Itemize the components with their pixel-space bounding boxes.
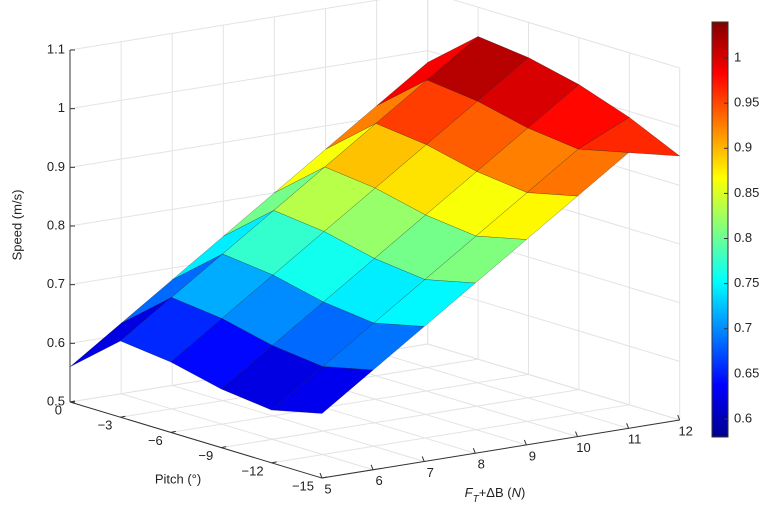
colorbar: [711, 21, 729, 438]
x-tick-label: 10: [576, 440, 590, 455]
tick-mark: [677, 414, 681, 421]
z-tick-label: 0.6: [47, 335, 65, 350]
y-tick-label: −12: [242, 463, 264, 478]
x-label-part: ): [521, 485, 525, 500]
x-label-part: +ΔB (: [479, 485, 513, 500]
colorbar-tick-label: 0.6: [734, 410, 752, 425]
colorbar-ticks: 0.6 0.65 0.7 0.75 0.8 0.85 0.9 0.95 1: [724, 50, 759, 425]
grid-line: [69, 50, 428, 110]
y-tick-label: −6: [148, 433, 163, 448]
axis-line: [69, 401, 323, 479]
colorbar-tick-label: 0.85: [734, 185, 759, 200]
tick-mark: [120, 415, 126, 418]
colorbar-tick-label: 0.65: [734, 365, 759, 380]
tick-mark: [319, 472, 323, 479]
y-tick-label: −15: [292, 478, 314, 493]
z-tick-label: 0.5: [47, 393, 65, 408]
grid-line: [376, 351, 629, 429]
tick-mark: [370, 464, 374, 470]
grid-line: [452, 0, 680, 69]
x-label-part: N: [512, 485, 522, 500]
z-axis-label: Speed (m/s): [9, 190, 24, 261]
x-label-part: T: [473, 494, 480, 505]
z-tick-label: 0.8: [47, 217, 65, 232]
axes-front: 0.5 0.6 0.7 0.8 0.9 1 1.1 0 −3 −6 −9 −12 −15 5 6 7 8 9 10 1…: [47, 41, 693, 496]
tick-mark: [170, 430, 176, 433]
y-tick-label: −3: [98, 418, 113, 433]
grid-line: [69, 0, 382, 51]
x-tick-label: 8: [478, 457, 485, 472]
y-tick-label: 0: [55, 402, 62, 417]
z-tick-label: 0.7: [47, 276, 65, 291]
tick-mark: [271, 461, 277, 464]
tick-mark: [321, 476, 328, 479]
x-tick-label: 5: [324, 481, 331, 496]
colorbar-tick-label: 1: [734, 50, 741, 65]
tick-mark: [472, 447, 476, 454]
grid-line: [172, 384, 425, 462]
x-tick-label: 11: [628, 432, 642, 447]
tick-mark: [523, 439, 527, 446]
z-tick-label: 0.9: [47, 159, 65, 174]
z-tick-label: 1.1: [47, 41, 65, 56]
grid-line: [427, 343, 680, 421]
z-tick-label: 1: [58, 100, 65, 115]
x-tick-label: 9: [529, 448, 536, 463]
tick-mark: [69, 400, 76, 403]
colorbar-tick-label: 0.75: [734, 275, 759, 290]
x-label-part: F: [465, 485, 474, 500]
x-axis-label: FT+ΔB (N): [465, 485, 526, 504]
colorbar-tick-label: 0.95: [734, 95, 759, 110]
y-tick-label: −9: [198, 448, 213, 463]
tick-mark: [221, 446, 227, 449]
surface-patch: [271, 366, 374, 414]
tick-mark: [575, 431, 578, 437]
x-tick-label: 7: [427, 465, 434, 480]
axis-line: [321, 419, 680, 479]
tick-mark: [421, 456, 425, 462]
grid-line: [271, 404, 630, 464]
grid-line: [170, 373, 529, 433]
colorbar-tick-label: 0.8: [734, 230, 752, 245]
x-tick-label: 6: [375, 473, 382, 488]
y-axis-label: Pitch (°): [155, 471, 201, 486]
tick-mark: [626, 423, 630, 429]
colorbar-tick-label: 0.9: [734, 140, 752, 155]
grid-line: [120, 393, 374, 471]
x-tick-label: 12: [678, 423, 692, 438]
colorbar-tick-label: 0.7: [734, 320, 752, 335]
grid-line: [427, 284, 680, 362]
surface: [69, 36, 681, 414]
grid-line: [221, 389, 579, 449]
